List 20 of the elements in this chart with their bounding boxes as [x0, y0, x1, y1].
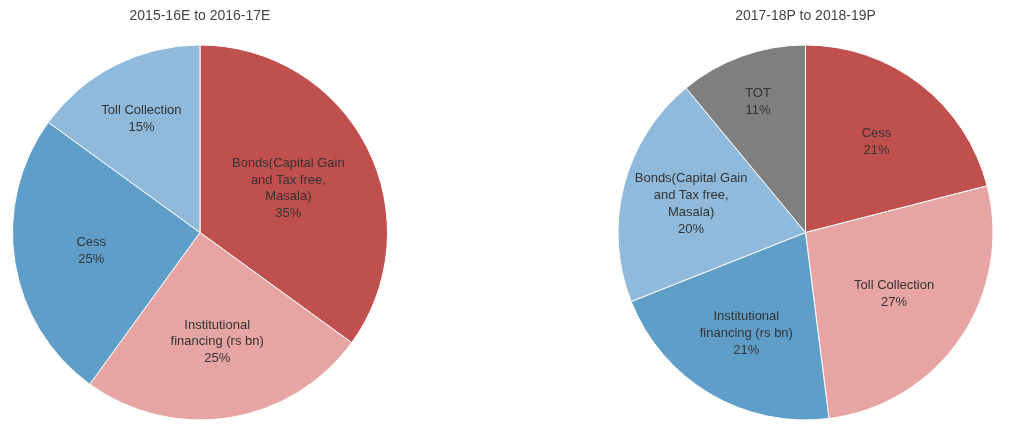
slice-label: Institutional financing (rs bn) — [170, 316, 264, 349]
data-label: 21% — [733, 341, 760, 357]
data-label: 21% — [863, 141, 890, 157]
data-label: 20% — [678, 220, 705, 236]
slice-label: Bonds(Capital Gain and Tax free, Masala) — [231, 154, 345, 204]
slice-label: Cess — [76, 233, 107, 249]
slice-label: Toll Collection — [854, 276, 935, 292]
data-label: 11% — [745, 101, 771, 117]
chart-title: 2017-18P to 2018-19P — [735, 7, 876, 24]
slice-label: Cess — [861, 124, 892, 140]
slice-label: Institutional financing (rs bn) — [699, 308, 793, 341]
data-label: 35% — [275, 205, 302, 221]
data-label: 15% — [128, 118, 155, 134]
data-label: 27% — [881, 293, 908, 309]
slice-label: Bonds(Capital Gain and Tax free, Masala) — [634, 170, 748, 220]
data-label: 25% — [78, 250, 105, 266]
slice-label: Toll Collection — [101, 101, 182, 117]
slice-label: TOT — [745, 84, 771, 100]
chart-title: 2015-16E to 2016-17E — [129, 7, 271, 24]
data-label: 25% — [204, 350, 231, 366]
